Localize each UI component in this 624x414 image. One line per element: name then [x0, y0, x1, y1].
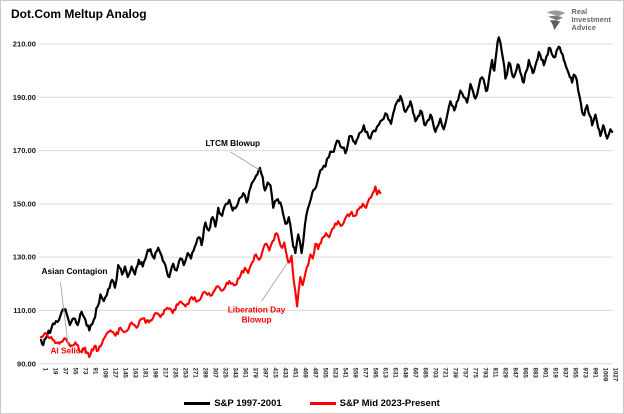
x-axis-tick-label: 901 [542, 368, 549, 379]
legend-swatch [309, 402, 336, 405]
x-axis-tick-label: 127 [112, 368, 119, 379]
x-axis-tick-label: 829 [502, 368, 509, 379]
series-line-sp-1997-2001 [39, 36, 614, 347]
y-axis-tick-label: 190.00 [13, 93, 36, 102]
x-axis-tick-label: 361 [242, 368, 249, 379]
chart-title: Dot.Com Meltup Analog [11, 7, 147, 21]
x-axis-tick-label: 217 [162, 368, 169, 379]
eagle-shield-icon [545, 8, 567, 37]
x-axis-tick-label: 451 [292, 368, 299, 379]
x-axis-tick-label: 37 [62, 368, 69, 375]
series-line-sp-mid-2023-present [39, 185, 382, 359]
logo-line-2: Investment [571, 15, 611, 25]
x-axis-tick-label: 91 [92, 368, 99, 375]
y-axis-tick-label: 150.00 [13, 199, 36, 208]
annotation-liberation-day: Liberation Day Blowup [228, 305, 286, 325]
x-axis-tick-label: 253 [182, 368, 189, 379]
x-axis-tick-label: 649 [402, 368, 409, 379]
x-axis-tick-label: 1009 [602, 368, 609, 382]
x-axis-tick-label: 487 [312, 368, 319, 379]
x-axis-tick-label: 199 [152, 368, 159, 379]
x-axis-tick-label: 415 [272, 368, 279, 379]
x-axis-tick-label: 325 [222, 368, 229, 379]
x-axis-tick-label: 595 [372, 368, 379, 379]
legend-item-sp-mid-2023-present: S&P Mid 2023-Present [309, 398, 440, 409]
x-axis-tick-label: 775 [472, 368, 479, 379]
legend-label: S&P 1997-2001 [214, 398, 282, 409]
annotation-leader-line [261, 262, 289, 302]
x-axis-tick-label: 955 [572, 368, 579, 379]
x-axis-tick-label: 685 [422, 368, 429, 379]
x-axis-tick-label: 181 [142, 368, 149, 379]
x-axis-tick-label: 523 [332, 368, 339, 379]
x-axis-tick-label: 559 [352, 368, 359, 379]
x-axis-tick-label: 343 [232, 368, 239, 379]
x-axis-tick-label: 55 [72, 368, 79, 375]
annotation-leader-line [59, 282, 69, 347]
x-axis-tick-label: 235 [172, 368, 179, 379]
annotation-leader-line [230, 151, 261, 171]
logo-text: Real Investment Advice [571, 7, 611, 33]
x-axis-tick-label: 973 [582, 368, 589, 379]
x-axis-tick-label: 145 [122, 368, 129, 379]
x-axis-tick-label: 865 [522, 368, 529, 379]
x-axis-tick-label: 631 [392, 368, 399, 379]
annotation-asian-contagion: Asian Contagion [42, 266, 108, 276]
x-axis-tick-label: 721 [442, 368, 449, 379]
x-axis-tick-label: 433 [282, 368, 289, 379]
x-axis-tick-label: 847 [512, 368, 519, 379]
x-axis-tick-label: 289 [202, 368, 209, 379]
y-axis-tick-label: 210.00 [13, 40, 36, 49]
chart-legend: S&P 1997-2001 S&P Mid 2023-Present [1, 398, 623, 409]
x-axis-tick-label: 307 [212, 368, 219, 379]
x-axis-tick-label: 1027 [612, 368, 619, 382]
legend-swatch [184, 402, 211, 405]
x-axis-tick-label: 703 [432, 368, 439, 379]
x-axis-tick-label: 739 [452, 368, 459, 379]
x-axis-tick-label: 397 [262, 368, 269, 379]
x-axis-tick-label: 577 [362, 368, 369, 379]
x-axis-tick-label: 379 [252, 368, 259, 379]
annotation-ai-selloff: AI Selloff [50, 346, 86, 356]
x-axis-tick-label: 541 [342, 368, 349, 379]
x-axis-tick-label: 163 [132, 368, 139, 379]
x-axis-tick-label: 793 [482, 368, 489, 379]
ria-logo: Real Investment Advice [545, 7, 611, 37]
x-axis-tick-label: 919 [552, 368, 559, 379]
x-axis-tick-label: 883 [532, 368, 539, 379]
y-axis-tick-label: 110.00 [13, 306, 36, 315]
legend-label: S&P Mid 2023-Present [339, 398, 440, 409]
x-axis-tick-label: 757 [462, 368, 469, 379]
x-axis-tick-label: 19 [52, 368, 59, 375]
logo-line-3: Advice [571, 23, 596, 33]
y-axis-tick-label: 170.00 [13, 146, 36, 155]
y-axis-tick-label: 130.00 [13, 253, 36, 262]
x-axis-tick-label: 991 [592, 368, 599, 379]
x-axis-tick-label: 109 [102, 368, 109, 379]
logo-line-1: Real [571, 7, 588, 16]
x-axis-tick-label: 469 [302, 368, 309, 379]
x-axis-tick-label: 613 [382, 368, 389, 379]
x-axis-tick-label: 667 [412, 368, 419, 379]
x-axis-tick-label: 937 [562, 368, 569, 379]
annotation-ltcm-blowup: LTCM Blowup [205, 138, 260, 148]
x-axis-tick-label: 1 [42, 368, 49, 372]
y-axis-tick-label: 90.00 [17, 359, 36, 368]
x-axis-tick-label: 811 [492, 368, 499, 379]
legend-item-sp-1997-2001: S&P 1997-2001 [184, 398, 282, 409]
x-axis-tick-label: 271 [192, 368, 199, 379]
x-axis-tick-label: 505 [322, 368, 329, 379]
x-axis-tick-label: 73 [82, 368, 89, 375]
